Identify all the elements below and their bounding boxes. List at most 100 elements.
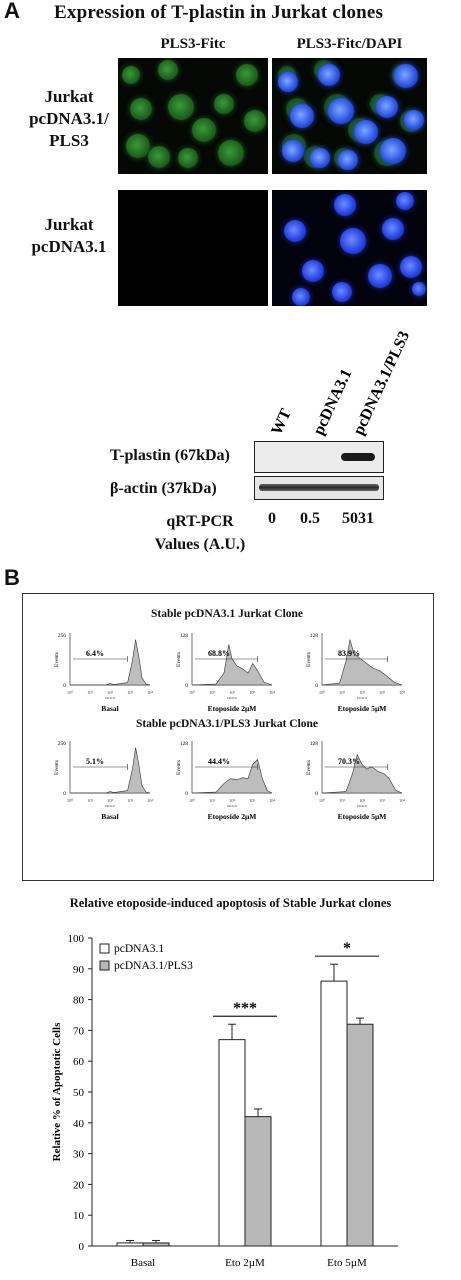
histogram-x-tick: 10⁰ bbox=[319, 690, 326, 695]
cell-nucleus bbox=[148, 146, 170, 168]
chart-ylabel: Relative % of Apoptotic Cells bbox=[51, 1022, 63, 1161]
cell-nucleus bbox=[376, 96, 398, 118]
cell-nucleus bbox=[168, 94, 194, 120]
histogram-x-tick: 10¹ bbox=[339, 798, 346, 803]
qrt-value-wt: 0 bbox=[268, 510, 276, 527]
chart-x-tick-label: Eto 5µM bbox=[327, 1257, 367, 1269]
histogram-x-tick: 10³ bbox=[249, 690, 256, 695]
blot-label-actin: β-actin (37kDa) bbox=[110, 480, 217, 497]
chart-bar bbox=[346, 1023, 374, 1247]
histogram-x-tick: 10² bbox=[229, 690, 236, 695]
chart-y-tick-label: 0 bbox=[79, 1241, 85, 1253]
histogram-xlabel: DiOC6 bbox=[227, 804, 237, 808]
row-label-pls3-line3: PLS3 bbox=[49, 131, 89, 150]
chart-y-tick-label: 40 bbox=[73, 1118, 85, 1130]
flow-cytometry-box bbox=[22, 593, 434, 881]
cell-nucleus bbox=[338, 150, 358, 170]
micrograph-empty-fitc-dapi bbox=[272, 190, 427, 306]
histogram-area bbox=[191, 644, 273, 686]
histogram-ymax: 128 bbox=[180, 741, 189, 747]
cell-nucleus bbox=[382, 218, 404, 240]
qrt-pcr-label-line2: Values (A.U.) bbox=[154, 536, 246, 553]
histogram-caption: Etoposide 2µM bbox=[208, 704, 257, 713]
cell-nucleus bbox=[244, 110, 266, 132]
chart-significance-marker: *** bbox=[233, 1000, 257, 1017]
row-label-empty-vector: Jurkat pcDNA3.1 bbox=[22, 214, 116, 258]
chart-title: Relative etoposide-induced apoptosis of … bbox=[69, 896, 392, 910]
histogram-ymin: 0 bbox=[63, 791, 66, 797]
histogram-x-tick: 10³ bbox=[249, 798, 256, 803]
chart-legend-swatch bbox=[99, 943, 110, 954]
histogram-xlabel: DiOC6 bbox=[227, 696, 237, 700]
histogram-x-tick: 10⁴ bbox=[269, 798, 276, 803]
lane-label-pcdna: pcDNA3.1 bbox=[310, 366, 355, 437]
histogram-ylabel: Events bbox=[54, 652, 60, 667]
chart-legend-label: pcDNA3.1/PLS3 bbox=[114, 960, 193, 972]
histogram-ymax: 256 bbox=[58, 741, 67, 747]
histogram-percent: 70.3% bbox=[338, 757, 360, 766]
histogram-percent: 83.9% bbox=[338, 649, 360, 658]
cell-nucleus bbox=[318, 64, 340, 86]
histogram-x-tick: 10¹ bbox=[209, 690, 216, 695]
chart-significance-marker: * bbox=[343, 940, 351, 957]
histogram-caption: Basal bbox=[101, 812, 119, 821]
histogram-ymin: 0 bbox=[63, 683, 66, 689]
histogram-x-tick: 10³ bbox=[127, 690, 134, 695]
chart-legend-swatch bbox=[99, 960, 110, 971]
histogram-ymin: 0 bbox=[185, 791, 188, 797]
histogram-x-tick: 10³ bbox=[127, 798, 134, 803]
cell-nucleus bbox=[130, 98, 152, 120]
cell-nucleus bbox=[292, 288, 310, 306]
blot-label-tplastin: T-plastin (67kDa) bbox=[110, 447, 230, 464]
qrt-value-pcdna: 0.5 bbox=[300, 510, 320, 527]
histogram-caption: Etoposide 5µM bbox=[338, 704, 387, 713]
cell-nucleus bbox=[354, 120, 378, 144]
qrt-pcr-label-line1: qRT-PCR bbox=[166, 513, 234, 530]
cell-nucleus bbox=[368, 264, 392, 288]
histogram-x-tick: 10⁴ bbox=[147, 798, 154, 803]
chart-legend-label: pcDNA3.1 bbox=[114, 943, 164, 955]
histogram-caption: Etoposide 5µM bbox=[338, 812, 387, 821]
histogram-x-tick: 10² bbox=[107, 798, 114, 803]
chart-y-tick-label: 70 bbox=[73, 1025, 85, 1037]
cell-nucleus bbox=[334, 194, 356, 216]
blot-actin bbox=[254, 476, 384, 500]
cell-nucleus bbox=[192, 118, 216, 142]
blot-tplastin bbox=[254, 441, 384, 473]
chart-x-tick-label: Basal bbox=[131, 1257, 155, 1269]
histogram-caption: Etoposide 2µM bbox=[208, 812, 257, 821]
cell-nucleus bbox=[122, 66, 140, 84]
flow-title-top: Stable pcDNA3.1 Jurkat Clone bbox=[150, 608, 304, 620]
histogram-area bbox=[70, 639, 151, 686]
histogram-caption: Basal bbox=[101, 704, 119, 713]
histogram-xlabel: DiOC6 bbox=[357, 804, 367, 808]
chart-bar bbox=[320, 980, 348, 1247]
histogram-x-tick: 10⁴ bbox=[269, 690, 276, 695]
cell-nucleus bbox=[214, 94, 234, 114]
cell-nucleus bbox=[328, 98, 354, 124]
micrograph-empty-fitc bbox=[118, 190, 268, 306]
histogram-xlabel: DiOC6 bbox=[357, 696, 367, 700]
histogram-ymin: 0 bbox=[315, 791, 318, 797]
qrt-value-pls3: 5031 bbox=[342, 510, 374, 527]
histogram-x-tick: 10⁰ bbox=[319, 798, 326, 803]
chart-y-tick-label: 10 bbox=[73, 1210, 85, 1222]
chart-y-tick-label: 30 bbox=[73, 1149, 85, 1161]
chart-bar bbox=[244, 1116, 272, 1247]
panel-a-letter: A bbox=[4, 0, 20, 23]
lane-label-pcdna-pls3: pcDNA3.1/PLS3 bbox=[350, 329, 413, 438]
histogram-ylabel: Events bbox=[176, 760, 182, 775]
histogram-x-tick: 10⁰ bbox=[189, 690, 196, 695]
histogram-x-tick: 10² bbox=[107, 690, 114, 695]
histogram-x-tick: 10⁴ bbox=[399, 690, 406, 695]
band-actin bbox=[259, 484, 379, 491]
cell-nucleus bbox=[126, 134, 150, 158]
histogram-xlabel: DiOC6 bbox=[105, 696, 115, 700]
cell-nucleus bbox=[290, 104, 314, 128]
